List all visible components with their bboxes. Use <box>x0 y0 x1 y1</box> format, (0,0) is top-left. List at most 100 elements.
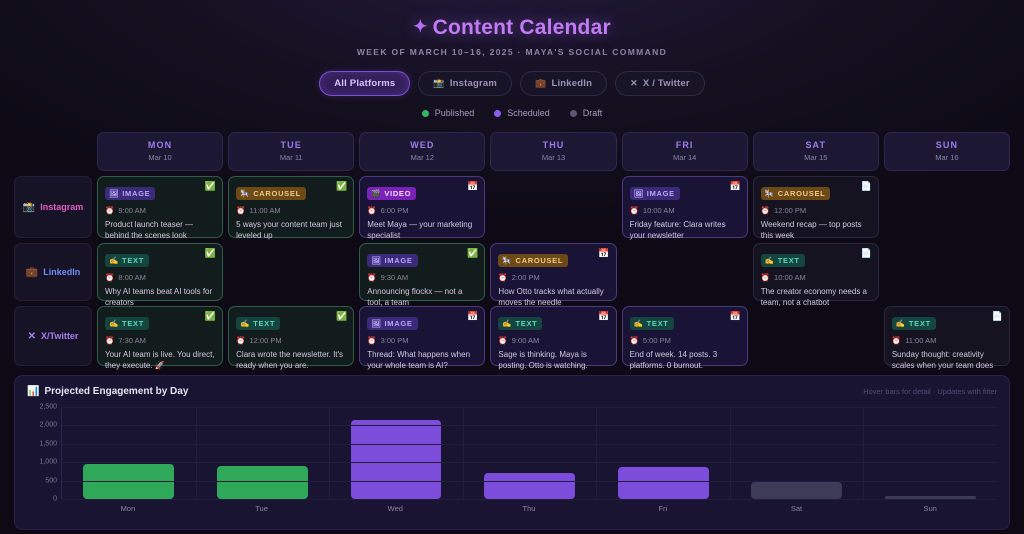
day-name: WED <box>410 140 435 150</box>
post-time: ⏰ 6:00 PM <box>367 206 477 215</box>
post-time-text: 9:00 AM <box>511 336 540 345</box>
post-type-icon: ✍ <box>109 319 120 328</box>
post-card[interactable]: 📅 ✍ TEXT ⏰ 9:00 AM Sage is thinking. Maya is … <box>490 306 617 370</box>
chart-bar-sat[interactable] <box>751 482 843 499</box>
post-card[interactable]: 📄 ✍ TEXT ⏰ 10:00 AM The creator economy needs… <box>752 243 879 307</box>
chart-bar-tue[interactable] <box>216 465 308 499</box>
post-card[interactable]: ✅ 🖼 IMAGE ⏰ 9:30 AM Announcing flockx — not a… <box>359 243 486 307</box>
post-time-text: 9:00 AM <box>118 206 146 215</box>
calendar-cell: 📅 🖼 IMAGE ⏰ 3:00 PM Thread: What happens when… <box>359 306 486 370</box>
post-time: ⏰ 12:00 PM <box>761 206 871 215</box>
status-badge-scheduled: 📅 <box>729 311 741 321</box>
calendar-cell: 📅 🎠 CAROUSEL ⏰ 2:00 PM How Otto tracks what a… <box>490 243 617 307</box>
post-time-text: 9:30 AM <box>380 273 409 282</box>
post-time: ⏰ 2:00 PM <box>498 273 608 282</box>
empty-slot[interactable] <box>753 306 879 366</box>
post-type-label: IMAGE <box>646 189 675 198</box>
day-name: TUE <box>280 140 302 150</box>
post-time: ⏰ 10:00 AM <box>630 206 740 215</box>
empty-slot[interactable] <box>228 243 354 301</box>
day-header-thu: THU Mar 13 <box>490 132 617 171</box>
chart-vertical-gridline <box>729 407 731 499</box>
post-type-label: TEXT <box>122 256 145 265</box>
day-header-sat: SAT Mar 15 <box>752 132 879 171</box>
empty-slot[interactable] <box>884 243 1010 301</box>
legend-dot-scheduled <box>494 109 502 117</box>
clock-icon: ⏰ <box>236 336 246 345</box>
post-card[interactable]: ✅ ✍ TEXT ⏰ 8:00 AM Why AI teams beat AI tools… <box>97 243 224 307</box>
status-badge-draft: 📄 <box>991 311 1003 321</box>
filter-chip-label: X / Twitter <box>642 78 690 89</box>
calendar-cell: 📅 🎬 VIDEO ⏰ 6:00 PM Meet Maya — your marketin… <box>359 176 486 240</box>
day-name: FRI <box>675 140 694 150</box>
post-card[interactable]: ✅ 🖼 IMAGE ⏰ 9:00 AM Product launch teaser — b… <box>97 176 224 240</box>
post-type-icon: 🎬 <box>371 189 382 198</box>
platform-label-instagram[interactable]: 📸 Instagram <box>14 176 92 238</box>
post-card[interactable]: ✅ ✍ TEXT ⏰ 7:30 AM Your AI team is live. You … <box>97 306 224 370</box>
post-type-icon: 🖼 <box>633 189 644 198</box>
post-type-tag: ✍ TEXT <box>105 254 150 267</box>
post-time: ⏰ 8:00 AM <box>105 273 215 282</box>
filter-chip-label: All Platforms <box>334 78 396 89</box>
post-card[interactable]: ✅ 🎠 CAROUSEL ⏰ 11:00 AM 5 ways your content t… <box>228 176 355 240</box>
post-card[interactable]: 📄 ✍ TEXT ⏰ 11:00 AM Sunday thought: creativit… <box>883 306 1010 370</box>
post-type-tag: 🖼 IMAGE <box>629 187 680 200</box>
post-text: Sage is thinking. Maya is posting. Otto … <box>498 350 588 371</box>
post-time-text: 11:00 AM <box>249 206 281 215</box>
legend-item-draft: Draft <box>569 108 602 118</box>
chart-bars <box>62 407 997 499</box>
day-name: SAT <box>805 140 827 150</box>
x-tick-label: Thu <box>522 504 536 513</box>
calendar-body: 📸 Instagram ✅ 🖼 IMAGE ⏰ 9:00 AM Product launch … <box>14 176 1010 370</box>
calendar-cell: ✅ 🎠 CAROUSEL ⏰ 11:00 AM 5 ways your content t… <box>228 176 355 240</box>
platform-label-linkedin[interactable]: 💼 LinkedIn <box>14 243 92 301</box>
status-badge-draft: 📄 <box>860 181 872 191</box>
chart-vertical-gridline <box>462 407 464 499</box>
filter-chip-linkedin[interactable]: 💼 LinkedIn <box>520 71 608 96</box>
platform-label-twitter[interactable]: ✕ X/Twitter <box>14 306 92 366</box>
post-card[interactable]: 📅 ✍ TEXT ⏰ 5:00 PM End of week. 14 posts. 3 p… <box>621 306 748 370</box>
post-type-label: TEXT <box>777 256 800 265</box>
chart-bar-slot <box>596 407 730 499</box>
post-type-label: IMAGE <box>384 256 413 265</box>
filter-chip-all-platforms[interactable]: All Platforms <box>319 71 411 96</box>
instagram-icon: 📸 <box>433 78 445 88</box>
chart-hint: Hover bars for detail · Updates with fil… <box>863 387 997 396</box>
status-badge-scheduled: 📅 <box>598 311 610 321</box>
post-time-text: 8:00 AM <box>118 273 146 282</box>
calendar-cell: 📅 🖼 IMAGE ⏰ 10:00 AM Friday feature: Clara wr… <box>621 176 748 240</box>
calendar-cell: 📅 ✍ TEXT ⏰ 9:00 AM Sage is thinking. Maya is … <box>490 306 617 370</box>
filter-chip-label: LinkedIn <box>551 78 593 89</box>
post-card[interactable]: 📄 🎠 CAROUSEL ⏰ 12:00 PM Weekend recap — top p… <box>752 176 879 240</box>
chart-bar-wed[interactable] <box>350 419 442 499</box>
chart-bar-sun[interactable] <box>884 495 976 499</box>
sparkle-icon: ✦ <box>413 17 428 36</box>
post-type-label: TEXT <box>253 319 276 328</box>
post-time-text: 3:00 PM <box>380 336 409 345</box>
post-card[interactable]: 📅 🖼 IMAGE ⏰ 3:00 PM Thread: What happens when… <box>359 306 486 370</box>
post-text: Why AI teams beat AI tools for creators <box>105 287 213 308</box>
post-card[interactable]: 📅 🎠 CAROUSEL ⏰ 2:00 PM How Otto tracks what a… <box>490 243 617 307</box>
clock-icon: ⏰ <box>629 206 639 215</box>
post-type-icon: 🎠 <box>764 189 775 198</box>
status-badge-published: ✅ <box>204 248 217 258</box>
post-card[interactable]: 📅 🖼 IMAGE ⏰ 10:00 AM Friday feature: Clara wr… <box>621 176 748 240</box>
chart-bar-fri[interactable] <box>617 466 709 499</box>
day-header-sun: SUN Mar 16 <box>883 132 1010 171</box>
post-time: ⏰ 7:30 AM <box>105 336 215 345</box>
empty-slot[interactable] <box>622 243 748 301</box>
post-card[interactable]: 📅 🎬 VIDEO ⏰ 6:00 PM Meet Maya — your marketin… <box>359 176 486 240</box>
post-type-icon: ✍ <box>764 256 775 265</box>
filter-chip-twitter[interactable]: ✕ X / Twitter <box>615 71 705 96</box>
empty-slot[interactable] <box>490 176 616 238</box>
chart-vertical-gridline <box>596 407 598 499</box>
post-type-tag: ✍ TEXT <box>498 317 543 330</box>
empty-slot[interactable] <box>884 176 1010 238</box>
filter-chip-instagram[interactable]: 📸 Instagram <box>418 71 513 96</box>
y-tick-label: 1,000 <box>39 458 57 466</box>
post-card[interactable]: ✅ ✍ TEXT ⏰ 12:00 PM Clara wrote the newslette… <box>228 306 355 370</box>
clock-icon: ⏰ <box>891 336 902 345</box>
post-type-tag: ✍ TEXT <box>629 317 674 330</box>
chart-bar-thu[interactable] <box>484 473 575 499</box>
x-tick-label: Wed <box>387 504 403 513</box>
